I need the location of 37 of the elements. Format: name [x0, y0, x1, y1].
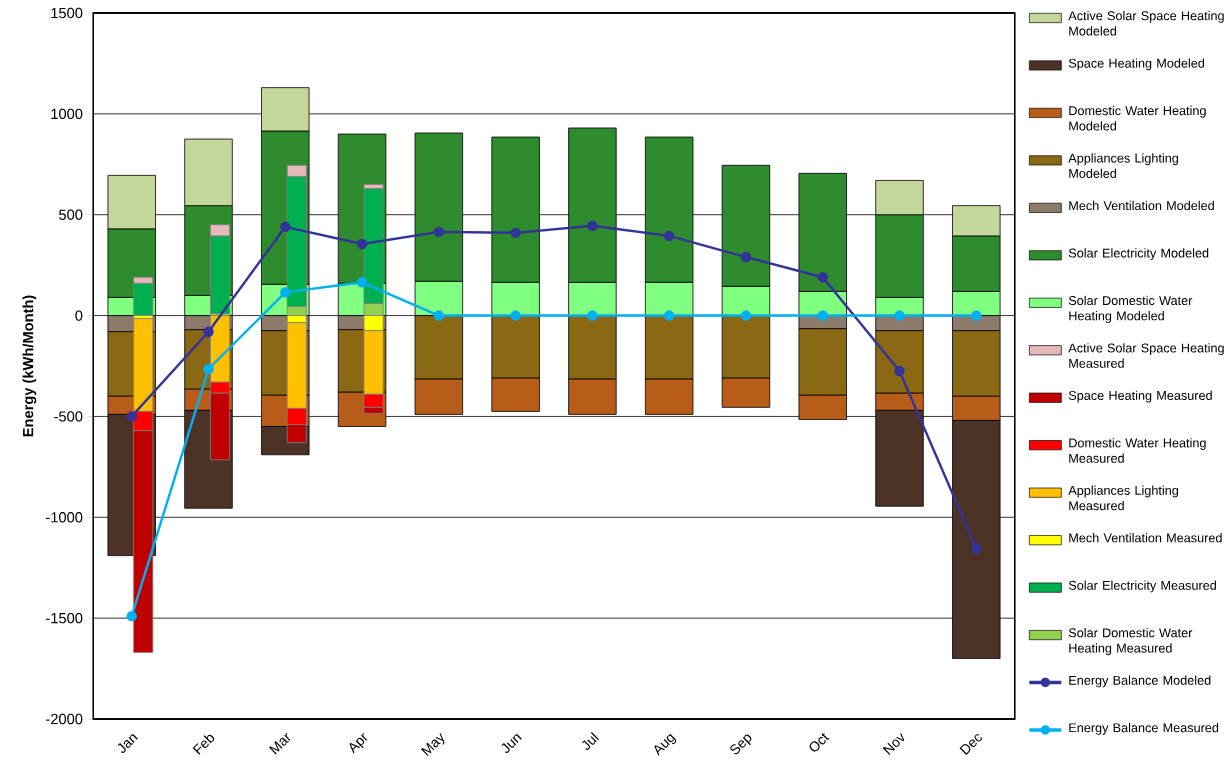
legend-label: Energy Balance Modeled: [1069, 675, 1211, 688]
x-tick-label: Dec: [959, 734, 982, 755]
x-tick-label: Mar: [269, 733, 291, 755]
legend-label: Space Heating Measured: [1068, 390, 1212, 403]
y-tick-label: -2000: [46, 713, 83, 725]
x-tick-label: May: [420, 732, 445, 757]
y-tick-label: 0: [75, 310, 83, 321]
x-tick-label: Oct: [809, 733, 830, 752]
legend-label: Mech Ventilation Modeled: [1069, 200, 1214, 211]
legend-label: Domestic Water Heating Measured: [1069, 438, 1206, 463]
legend-label: Active Solar Space Heating Measured: [1068, 343, 1224, 368]
legend-label: Appliances Lighting Modeled: [1068, 153, 1178, 178]
legend-label: Appliances Lighting Measured: [1068, 485, 1178, 511]
y-tick-label: -1000: [46, 512, 83, 523]
legend-label: Solar Domestic Water Heating Modeled: [1068, 295, 1193, 323]
legend-label: Energy Balance Measured: [1069, 722, 1219, 735]
x-tick-label: Aug: [654, 733, 677, 756]
x-tick-label: Feb: [192, 734, 215, 755]
x-tick-label: Jan: [117, 734, 138, 753]
x-tick-label: Nov: [882, 732, 905, 755]
legend-label: Space Heating Modeled: [1068, 58, 1205, 71]
y-tick-label: 1500: [51, 7, 83, 19]
x-tick-label: Jun: [501, 734, 522, 753]
legend-label: Solar Electricity Measured: [1068, 580, 1216, 593]
x-tick-label: Apr: [349, 733, 368, 754]
legend-label: Mech Ventilation Measured: [1069, 533, 1222, 543]
y-tick-label: -500: [54, 411, 83, 422]
y-tick-label: -1500: [46, 612, 83, 624]
x-tick-label: Jul: [582, 732, 599, 751]
legend-label: Solar Electricity Modeled: [1068, 248, 1209, 261]
y-axis-title: Energy (kWh/Month): [22, 295, 37, 437]
legend-label: Solar Domestic Water Heating Measured: [1068, 628, 1193, 656]
x-tick-label: Sep: [730, 734, 752, 755]
legend-label: Active Solar Space Heating Modeled: [1068, 10, 1224, 36]
y-tick-label: 500: [59, 209, 83, 220]
legend-label: Domestic Water Heating Modeled: [1069, 105, 1206, 131]
y-tick-label: 1000: [51, 108, 83, 120]
